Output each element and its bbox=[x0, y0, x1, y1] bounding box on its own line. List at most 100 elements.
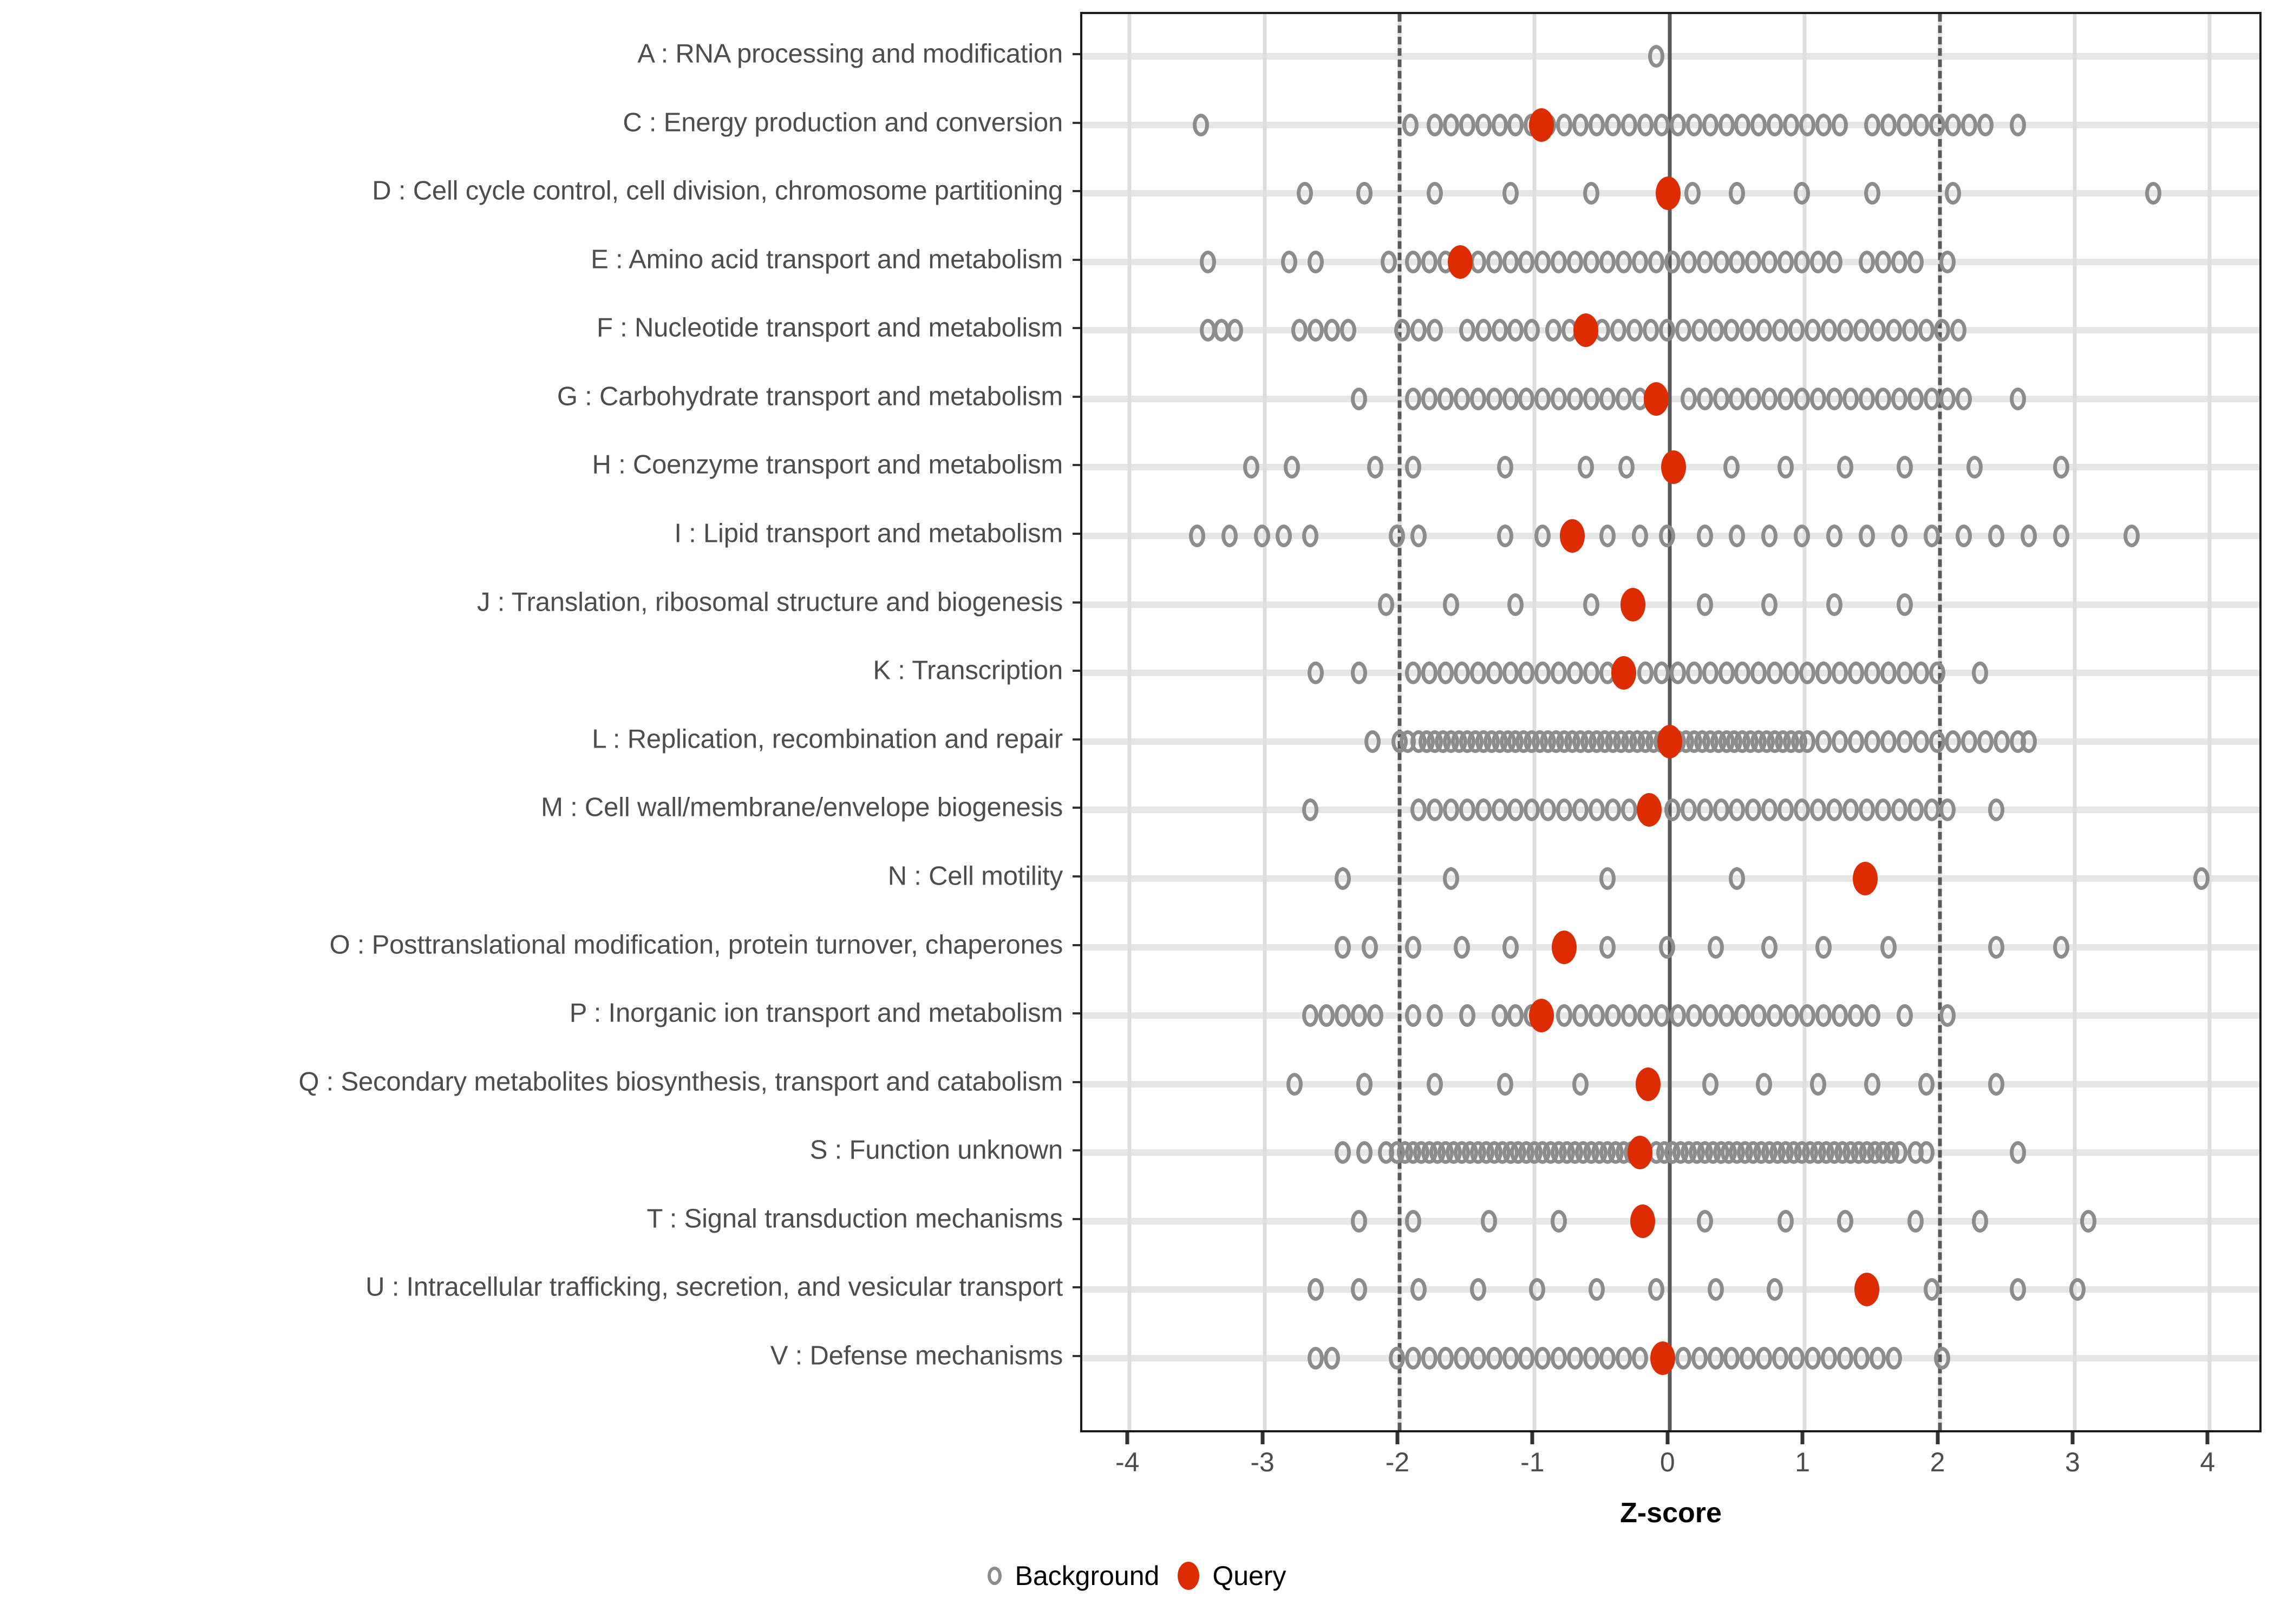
background-point bbox=[1442, 593, 1459, 616]
x-axis-tick-label: 4 bbox=[2200, 1447, 2216, 1477]
background-point bbox=[1707, 1278, 1724, 1301]
background-point bbox=[1486, 662, 1502, 685]
background-point bbox=[1713, 250, 1729, 273]
background-point bbox=[1631, 525, 1648, 548]
background-point bbox=[1318, 1004, 1335, 1027]
background-point bbox=[1874, 798, 1891, 822]
query-point bbox=[1620, 587, 1646, 621]
background-point bbox=[1826, 798, 1842, 822]
y-axis-tick-label: L : Replication, recombination and repai… bbox=[592, 724, 1063, 754]
y-axis-tick-label: E : Amino acid transport and metabolism bbox=[591, 245, 1063, 274]
background-point bbox=[1421, 662, 1437, 685]
background-point bbox=[1929, 662, 1945, 685]
y-axis-tick bbox=[1073, 533, 1080, 535]
background-point bbox=[1551, 387, 1567, 410]
query-point bbox=[1573, 313, 1599, 348]
background-point bbox=[1556, 113, 1573, 136]
background-point bbox=[1707, 935, 1724, 959]
y-axis-tick-label: D : Cell cycle control, cell division, c… bbox=[372, 176, 1063, 206]
background-point bbox=[1491, 319, 1508, 342]
y-axis-tick-label: V : Defense mechanisms bbox=[770, 1341, 1063, 1371]
background-point bbox=[2193, 867, 2210, 890]
background-point bbox=[1837, 456, 1853, 479]
background-point bbox=[1907, 250, 1924, 273]
background-point bbox=[1626, 319, 1643, 342]
background-point bbox=[1394, 319, 1410, 342]
query-marker-icon bbox=[1178, 1562, 1200, 1590]
background-point bbox=[1696, 1209, 1713, 1233]
background-point bbox=[1864, 1004, 1880, 1027]
background-point bbox=[1885, 1347, 1902, 1370]
background-point bbox=[1502, 182, 1519, 205]
background-point bbox=[1620, 1004, 1637, 1027]
background-point bbox=[1723, 1347, 1740, 1370]
background-point bbox=[1335, 1141, 1351, 1164]
background-point bbox=[2069, 1278, 2086, 1301]
background-point bbox=[1750, 1004, 1767, 1027]
background-point bbox=[1502, 935, 1519, 959]
background-point bbox=[1502, 387, 1519, 410]
background-point bbox=[1956, 525, 1972, 548]
background-point bbox=[1475, 319, 1492, 342]
background-point bbox=[1685, 1004, 1702, 1027]
background-point bbox=[1972, 662, 1989, 685]
background-point bbox=[1529, 1278, 1546, 1301]
background-point bbox=[1669, 662, 1686, 685]
background-point bbox=[1653, 113, 1670, 136]
background-point bbox=[1459, 1004, 1475, 1027]
background-point bbox=[1966, 456, 1983, 479]
background-point bbox=[1578, 456, 1595, 479]
background-point bbox=[1815, 1004, 1832, 1027]
background-point bbox=[1648, 1278, 1664, 1301]
x-axis-tick bbox=[1125, 1432, 1129, 1444]
y-axis-category-labels: A : RNA processing and modification C : E… bbox=[0, 0, 1080, 1440]
background-point bbox=[1961, 730, 1978, 753]
background-point bbox=[1702, 1072, 1718, 1096]
background-point bbox=[1534, 525, 1551, 548]
background-point bbox=[1507, 319, 1524, 342]
background-point bbox=[1799, 113, 1816, 136]
background-point bbox=[1826, 387, 1842, 410]
background-point bbox=[1912, 730, 1929, 753]
y-axis-tick bbox=[1073, 601, 1080, 604]
background-point bbox=[1615, 387, 1632, 410]
background-point bbox=[1615, 250, 1632, 273]
background-point bbox=[1605, 1004, 1622, 1027]
background-point bbox=[1923, 1278, 1940, 1301]
y-axis-tick-label: M : Cell wall/membrane/envelope biogenes… bbox=[541, 793, 1063, 822]
background-point bbox=[1497, 1072, 1513, 1096]
x-axis-tick-label: 2 bbox=[1930, 1447, 1945, 1477]
background-point bbox=[1453, 662, 1470, 685]
background-point bbox=[1864, 662, 1880, 685]
y-axis-tick bbox=[1073, 1217, 1080, 1220]
y-axis-tick-label: T : Signal transduction mechanisms bbox=[646, 1204, 1063, 1234]
background-point bbox=[1684, 182, 1701, 205]
background-point bbox=[1308, 1278, 1324, 1301]
background-point bbox=[1389, 525, 1406, 548]
background-point bbox=[1826, 593, 1842, 616]
background-point bbox=[1421, 250, 1437, 273]
background-point bbox=[1605, 113, 1622, 136]
query-point bbox=[1528, 999, 1554, 1033]
background-point bbox=[1583, 1347, 1600, 1370]
background-point bbox=[1896, 730, 1913, 753]
background-point bbox=[1740, 319, 1756, 342]
background-point bbox=[1426, 1072, 1443, 1096]
background-point bbox=[1939, 1004, 1956, 1027]
background-point bbox=[1988, 935, 2005, 959]
background-point bbox=[1767, 1004, 1783, 1027]
background-point bbox=[1783, 113, 1800, 136]
background-point bbox=[1923, 798, 1940, 822]
background-point bbox=[1772, 1347, 1789, 1370]
background-point bbox=[1918, 319, 1935, 342]
x-axis-tick bbox=[2205, 1432, 2210, 1444]
background-point bbox=[1707, 319, 1724, 342]
background-point bbox=[1929, 113, 1945, 136]
reference-line bbox=[1938, 14, 1942, 1430]
background-point bbox=[1896, 456, 1913, 479]
background-point bbox=[1302, 1004, 1319, 1027]
background-point bbox=[1858, 387, 1875, 410]
y-axis-tick-label: J : Translation, ribosomal structure and… bbox=[477, 587, 1063, 617]
background-point bbox=[1805, 319, 1821, 342]
background-point bbox=[1729, 250, 1746, 273]
